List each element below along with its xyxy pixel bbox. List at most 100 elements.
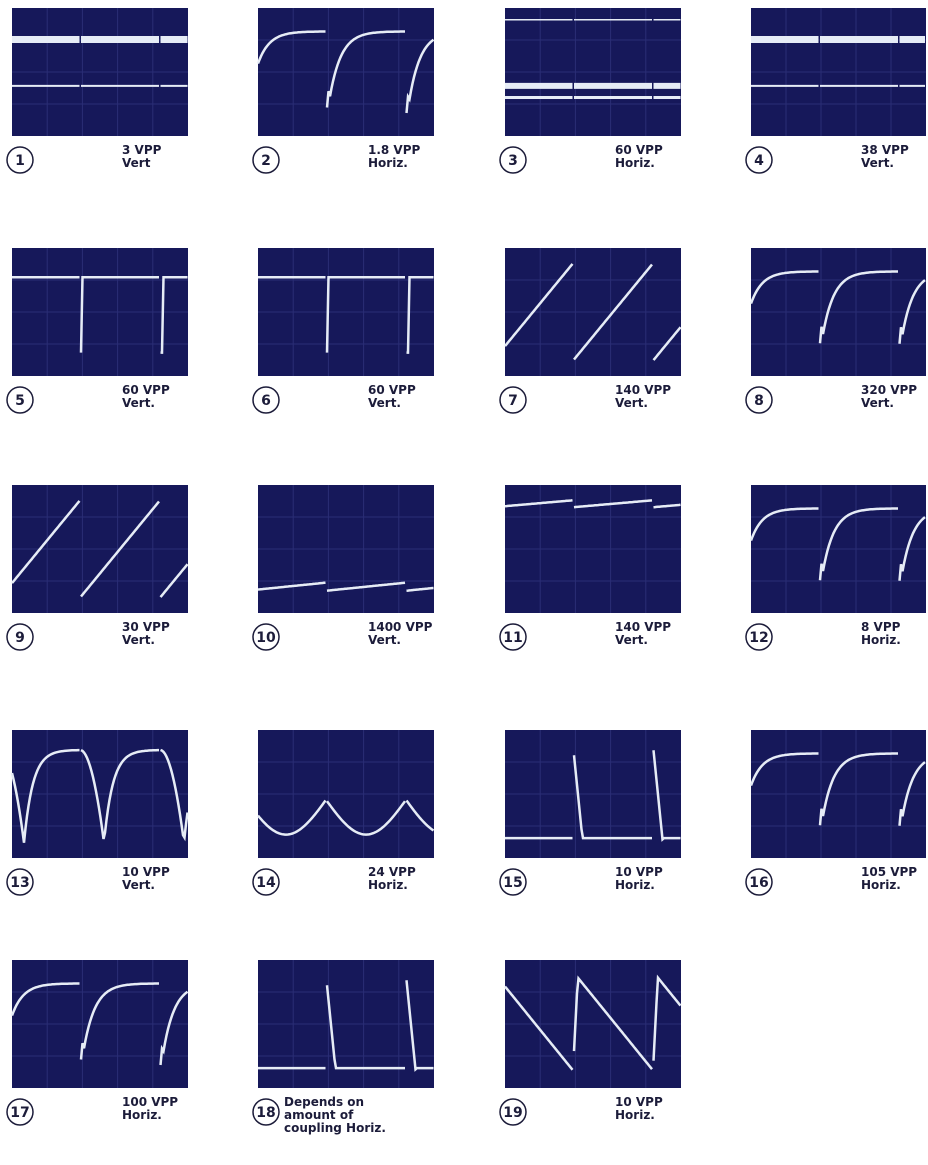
panel-caption: Horiz.	[615, 878, 655, 892]
panel-caption: amount of	[284, 1108, 354, 1122]
waveform	[504, 974, 682, 1071]
panel-caption: 8 VPP	[861, 620, 901, 634]
panel-number: 12	[749, 630, 768, 646]
panel-caption: 24 VPP	[368, 865, 416, 879]
waveform	[258, 275, 434, 354]
waveform	[256, 30, 435, 114]
panel-caption: Horiz.	[368, 878, 408, 892]
number-circle	[6, 1098, 34, 1126]
panel-number: 1	[15, 153, 25, 169]
panel-number: 4	[754, 153, 764, 169]
panel-number: 13	[10, 875, 29, 891]
panel-caption: 60 VPP	[122, 383, 170, 397]
waveform	[258, 980, 434, 1072]
number-circle	[252, 868, 280, 896]
number-circle	[745, 386, 773, 414]
panel-number: 16	[749, 875, 768, 891]
panel-caption: Vert.	[368, 633, 401, 647]
number-circle	[6, 868, 34, 896]
panel-caption: 10 VPP	[615, 865, 663, 879]
panel-number: 5	[15, 393, 25, 409]
panel-caption: 10 VPP	[615, 1095, 663, 1109]
panel-number: 8	[754, 393, 764, 409]
panel-caption: Horiz.	[615, 1108, 655, 1122]
waveform	[504, 263, 682, 361]
panel-number: 18	[256, 1105, 275, 1121]
panel-caption: Vert.	[861, 396, 894, 410]
panel-caption: 60 VPP	[615, 143, 663, 157]
number-circle	[252, 386, 280, 414]
number-circle	[252, 623, 280, 651]
number-circle	[745, 623, 773, 651]
panel-caption: 10 VPP	[122, 865, 170, 879]
panel-caption: 30 VPP	[122, 620, 170, 634]
panel-caption: 100 VPP	[122, 1095, 178, 1109]
waveform	[749, 507, 926, 581]
panel-number: 14	[256, 875, 276, 891]
panel-caption: Horiz.	[861, 633, 901, 647]
waveform	[505, 750, 681, 842]
panel-caption: Horiz.	[368, 156, 408, 170]
panel-number: 19	[503, 1105, 522, 1121]
waveform	[504, 499, 681, 509]
number-circle	[499, 386, 527, 414]
waveform	[10, 982, 189, 1066]
number-circle	[6, 623, 34, 651]
panel-caption: Horiz.	[615, 156, 655, 170]
panel-number: 11	[503, 630, 522, 646]
panel-number: 10	[256, 630, 276, 646]
panel-caption: Horiz.	[861, 878, 901, 892]
number-circle	[499, 1098, 527, 1126]
number-circle	[6, 146, 34, 174]
waveform	[749, 752, 926, 826]
panel-number: 3	[508, 153, 518, 169]
number-circle	[745, 146, 773, 174]
number-circle	[252, 1098, 280, 1126]
panel-number: 2	[261, 153, 271, 169]
panel-caption: 3 VPP	[122, 143, 162, 157]
panel-caption: 38 VPP	[861, 143, 909, 157]
panel-number: 7	[508, 393, 518, 409]
waveform	[749, 270, 926, 344]
panel-number: 17	[10, 1105, 29, 1121]
panel-caption: Vert.	[861, 156, 894, 170]
panel-number: 6	[261, 393, 271, 409]
number-circle	[499, 146, 527, 174]
panel-caption: Vert.	[615, 633, 648, 647]
panel-number: 15	[503, 875, 522, 891]
panel-caption: 140 VPP	[615, 620, 671, 634]
waveform	[11, 500, 189, 598]
panel-caption: Vert	[122, 156, 151, 170]
panel-caption: Horiz.	[122, 1108, 162, 1122]
panel-caption: coupling Horiz.	[284, 1121, 386, 1135]
number-circle	[745, 868, 773, 896]
waveform	[257, 799, 435, 836]
panel-number: 9	[15, 630, 25, 646]
number-circle	[499, 868, 527, 896]
panel-caption: 140 VPP	[615, 383, 671, 397]
panel-caption: Vert.	[122, 633, 155, 647]
panel-caption: 1.8 VPP	[368, 143, 421, 157]
panel-caption: 60 VPP	[368, 383, 416, 397]
panel-caption: 105 VPP	[861, 865, 917, 879]
panel-caption: 1400 VPP	[368, 620, 433, 634]
panel-caption: Vert.	[368, 396, 401, 410]
panel-caption: Vert.	[615, 396, 648, 410]
panel-caption: Vert.	[122, 396, 155, 410]
